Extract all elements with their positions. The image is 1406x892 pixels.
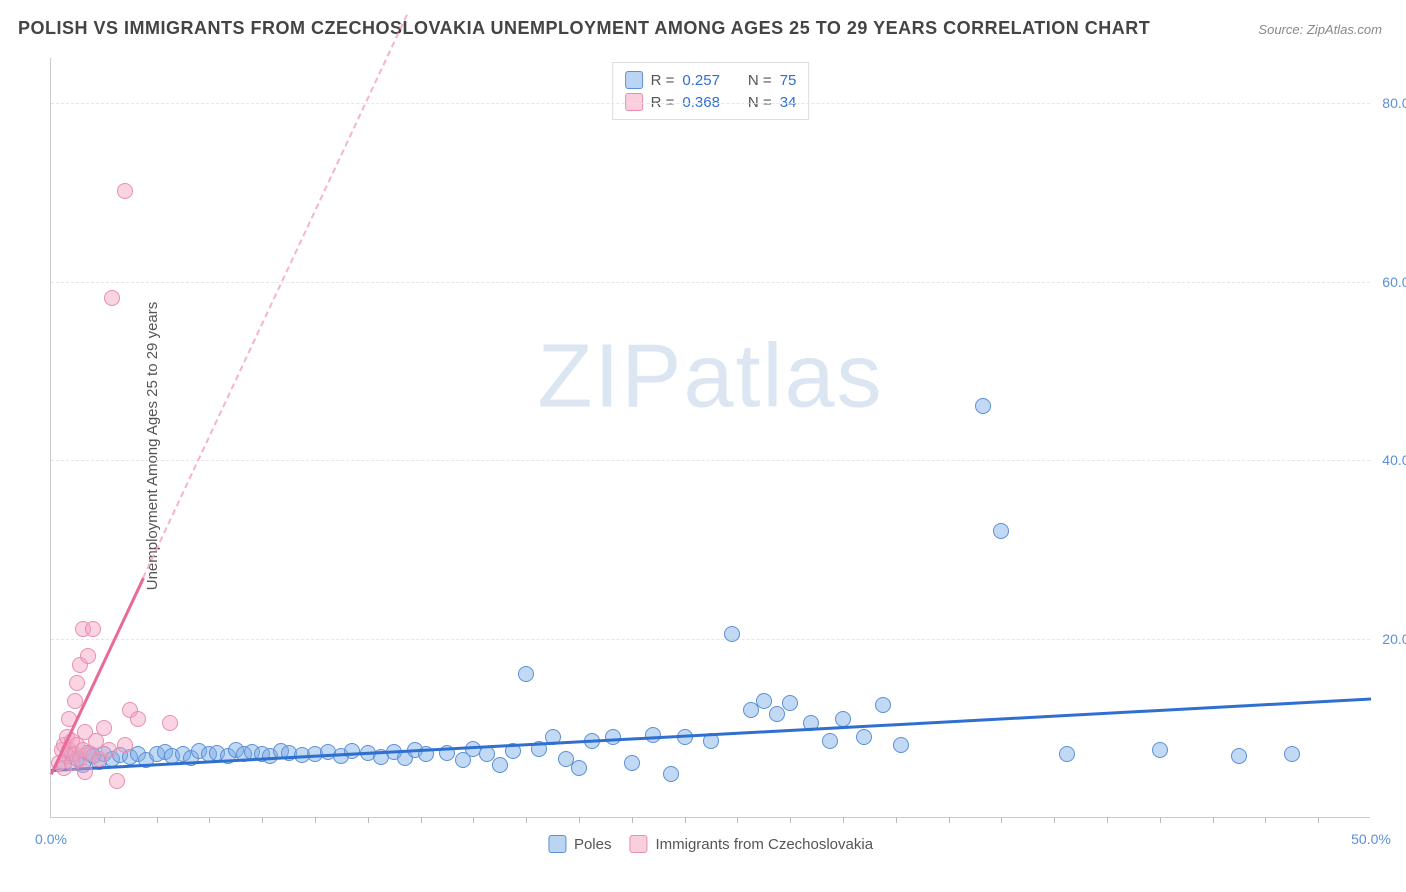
data-point (492, 757, 508, 773)
x-minor-tick (790, 817, 791, 823)
r-label: R = (651, 72, 675, 89)
data-point (835, 711, 851, 727)
gridline (51, 460, 1370, 461)
data-point (80, 648, 96, 664)
data-point (663, 766, 679, 782)
x-minor-tick (262, 817, 263, 823)
scatter-plot-area: ZIPatlas R = 0.257 N = 75 R = 0.368 N = … (50, 58, 1370, 818)
data-point (822, 733, 838, 749)
y-tick-label: 60.0% (1382, 274, 1406, 290)
x-minor-tick (896, 817, 897, 823)
data-point (162, 715, 178, 731)
legend-item-poles: Poles (548, 835, 612, 853)
y-tick-label: 80.0% (1382, 95, 1406, 111)
data-point (645, 727, 661, 743)
source-attribution: Source: ZipAtlas.com (1258, 22, 1382, 37)
data-point (117, 737, 133, 753)
x-minor-tick (1213, 817, 1214, 823)
y-tick-label: 20.0% (1382, 631, 1406, 647)
data-point (518, 666, 534, 682)
x-minor-tick (579, 817, 580, 823)
data-point (85, 621, 101, 637)
source-value: ZipAtlas.com (1307, 22, 1382, 37)
x-minor-tick (1054, 817, 1055, 823)
x-tick-label: 0.0% (35, 831, 67, 847)
data-point (875, 697, 891, 713)
gridline (51, 103, 1370, 104)
x-minor-tick (473, 817, 474, 823)
correlation-legend: R = 0.257 N = 75 R = 0.368 N = 34 (612, 62, 810, 120)
x-minor-tick (157, 817, 158, 823)
r-value-poles: 0.257 (682, 72, 720, 89)
data-point (117, 183, 133, 199)
data-point (856, 729, 872, 745)
data-point (782, 695, 798, 711)
data-point (893, 737, 909, 753)
data-point (77, 764, 93, 780)
y-tick-label: 40.0% (1382, 452, 1406, 468)
data-point (344, 743, 360, 759)
data-point (104, 290, 120, 306)
data-point (769, 706, 785, 722)
x-minor-tick (209, 817, 210, 823)
series-legend: Poles Immigrants from Czechoslovakia (548, 835, 873, 853)
data-point (975, 398, 991, 414)
data-point (1231, 748, 1247, 764)
legend-row-poles: R = 0.257 N = 75 (625, 69, 797, 91)
x-minor-tick (1001, 817, 1002, 823)
trendline (51, 697, 1371, 771)
x-minor-tick (685, 817, 686, 823)
data-point (993, 523, 1009, 539)
data-point (624, 755, 640, 771)
x-minor-tick (843, 817, 844, 823)
x-minor-tick (1107, 817, 1108, 823)
x-minor-tick (104, 817, 105, 823)
legend-item-czech: Immigrants from Czechoslovakia (629, 835, 873, 853)
watermark: ZIPatlas (537, 325, 883, 428)
x-minor-tick (1265, 817, 1266, 823)
data-point (1284, 746, 1300, 762)
n-label: N = (748, 72, 772, 89)
x-minor-tick (949, 817, 950, 823)
swatch-blue-icon (625, 71, 643, 89)
data-point (109, 773, 125, 789)
data-point (69, 675, 85, 691)
x-minor-tick (1318, 817, 1319, 823)
x-minor-tick (632, 817, 633, 823)
x-minor-tick (368, 817, 369, 823)
x-minor-tick (421, 817, 422, 823)
data-point (1059, 746, 1075, 762)
swatch-pink-icon (629, 835, 647, 853)
legend-label-czech: Immigrants from Czechoslovakia (655, 836, 873, 853)
data-point (724, 626, 740, 642)
data-point (101, 742, 117, 758)
legend-label-poles: Poles (574, 836, 612, 853)
x-minor-tick (1160, 817, 1161, 823)
data-point (756, 693, 772, 709)
swatch-blue-icon (548, 835, 566, 853)
x-tick-label: 50.0% (1351, 831, 1391, 847)
source-label: Source: (1258, 22, 1303, 37)
data-point (96, 720, 112, 736)
n-value-poles: 75 (780, 72, 797, 89)
x-minor-tick (526, 817, 527, 823)
data-point (571, 760, 587, 776)
data-point (130, 711, 146, 727)
data-point (605, 729, 621, 745)
gridline (51, 282, 1370, 283)
data-point (1152, 742, 1168, 758)
trendline-extension (142, 14, 408, 578)
x-minor-tick (737, 817, 738, 823)
gridline (51, 639, 1370, 640)
chart-title: POLISH VS IMMIGRANTS FROM CZECHOSLOVAKIA… (18, 18, 1150, 39)
x-minor-tick (315, 817, 316, 823)
